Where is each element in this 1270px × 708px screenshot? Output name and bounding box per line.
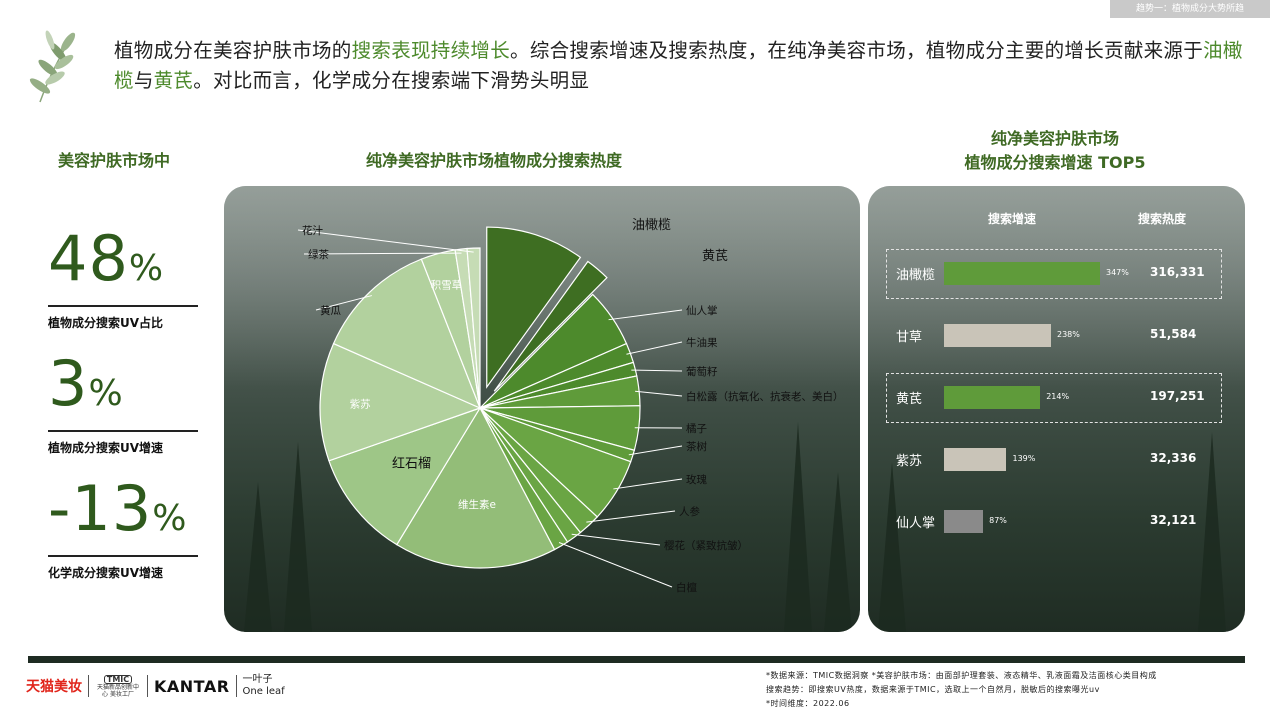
section-tag: 趋势一：植物成分大势所趋 — [1110, 0, 1270, 18]
pie-label-16: 积雪草 — [431, 279, 463, 291]
pie-chart-panel: 油橄榄黄芪仙人掌牛油果葡萄籽白松露（抗氧化、抗衰老、美白） 橘子茶树玫瑰人参樱花（… — [224, 186, 860, 632]
kantar-logo: KANTAR — [154, 676, 230, 696]
tmall-beauty-logo: 天猫美妆 — [26, 679, 82, 695]
bar-heat-value: 32,121 — [1150, 513, 1197, 527]
bar-row-4: 仙人掌 87% 32,121 — [868, 502, 1244, 542]
bar-heat-value: 51,584 — [1150, 327, 1197, 341]
col-head-growth: 搜索增速 — [988, 212, 1037, 226]
pie-leader-10 — [571, 533, 661, 546]
bar-growth — [944, 510, 984, 533]
pie-leader-4 — [631, 369, 683, 372]
pie-slice-1 — [493, 260, 608, 392]
pie-leader-15 — [315, 295, 372, 311]
bar-row-2: 黄芪 214% 197,251 — [868, 373, 1244, 423]
pie-leader-17 — [303, 252, 462, 255]
bar-category-label: 油橄榄 — [896, 268, 936, 283]
bar-growth — [944, 448, 1007, 471]
bar-value-label: 87% — [989, 516, 1007, 525]
pie-label-6: 橘子 — [686, 423, 707, 435]
footer-band — [28, 656, 1245, 663]
pie-slice-0 — [486, 226, 582, 389]
pie-chart-title: 纯净美容护肤市场植物成分搜索热度 — [366, 151, 623, 170]
pie-label-2: 仙人掌 — [686, 304, 718, 317]
bar-row-1: 甘草 238% 51,584 — [868, 316, 1244, 356]
pie-label-5: 白松露（抗氧化、抗衰老、美白） — [686, 390, 844, 403]
bar-value-label: 347% — [1106, 268, 1129, 277]
pie-label-14: 紫苏 — [350, 397, 371, 410]
pie-leader-11 — [558, 542, 673, 588]
tmic-logo: TMIC 天猫新品创新中心 美妆工厂 — [96, 674, 139, 698]
pie-slice-12 — [395, 406, 556, 569]
bar-heat-value: 316,331 — [1150, 265, 1205, 279]
pie-label-11: 白檀 — [676, 581, 697, 594]
col-head-heat: 搜索热度 — [1138, 212, 1187, 226]
pie-leader-5 — [635, 390, 683, 397]
bar-value-label: 214% — [1046, 392, 1070, 401]
bar-chart-panel: 搜索增速 搜索热度 油橄榄 347% 316,331 甘草 238% 51,584 黄芪 21… — [868, 186, 1245, 632]
pie-label-3: 牛油果 — [686, 336, 718, 349]
pie-label-7: 茶树 — [686, 440, 707, 453]
oneleaf-logo: 一叶子 One leaf — [242, 674, 285, 697]
pie-leader-18 — [297, 229, 474, 253]
bar-category-label: 黄芪 — [896, 392, 923, 407]
highlight-box — [886, 249, 1222, 299]
pie-label-13: 红石榴 — [392, 455, 431, 471]
bar-heat-value: 32,336 — [1150, 451, 1197, 465]
footer-logos: 天猫美妆 TMIC 天猫新品创新中心 美妆工厂 KANTAR 一叶子 One l… — [26, 672, 285, 700]
market-title: 美容护肤市场中 — [58, 151, 171, 170]
pie-label-9: 人参 — [679, 505, 700, 518]
pie-slice-14 — [319, 342, 482, 462]
pie-label-4: 葡萄籽 — [686, 365, 718, 378]
pie-leader-3 — [626, 341, 683, 355]
pie-label-0: 油橄榄 — [632, 217, 671, 233]
stat-plant-uv-share: 48% 植物成分搜索UV占比 — [48, 226, 198, 331]
stat-plant-uv-growth: 3% 植物成分搜索UV增速 — [48, 351, 198, 456]
highlight-box — [886, 373, 1222, 423]
bar-category-label: 甘草 — [896, 330, 923, 345]
pie-label-8: 玫瑰 — [686, 473, 707, 486]
pie-leader-9 — [586, 510, 676, 523]
bar-row-0: 油橄榄 347% 316,331 — [868, 249, 1244, 299]
pie-label-15: 黄瓜 — [320, 304, 341, 317]
pie-label-18: 花汁 — [302, 224, 323, 237]
bar-category-label: 紫苏 — [896, 454, 923, 469]
bar-heat-value: 197,251 — [1150, 389, 1205, 403]
pie-leader-7 — [628, 445, 683, 456]
stat-chemical-uv-growth: -13% 化学成分搜索UV增速 — [48, 476, 198, 581]
pie-leader-2 — [608, 309, 683, 321]
bar-row-3: 紫苏 139% 32,336 — [868, 440, 1244, 480]
bar-value-label: 139% — [1012, 454, 1036, 463]
bar-category-label: 仙人掌 — [896, 516, 936, 531]
pie-label-12: 维生素e — [458, 498, 496, 511]
pie-leader-8 — [613, 478, 683, 490]
pie-label-17: 绿茶 — [308, 248, 329, 261]
bar-growth — [944, 324, 1051, 347]
bar-value-label: 238% — [1056, 330, 1080, 339]
pie-label-1: 黄芪 — [702, 249, 728, 264]
bar-growth — [944, 386, 1041, 409]
pie-slice-13 — [328, 406, 482, 546]
bar-chart-title: 纯净美容护肤市场 植物成分搜索增速 TOP5 — [964, 129, 1146, 172]
pie-slice-18 — [466, 247, 481, 409]
leaf-branch-icon — [29, 30, 76, 103]
bar-growth — [944, 262, 1100, 285]
pie-label-10: 樱花（紧致抗皱） — [664, 539, 748, 552]
headline: 植物成分在美容护肤市场的搜索表现持续增长。综合搜索增速及搜索热度，在纯净美容市场… — [114, 39, 1243, 92]
footnotes: *数据来源：TMIC数据洞察 *美容护肤市场：由面部护理套装、液态精华、乳液面霜… — [766, 671, 1157, 708]
